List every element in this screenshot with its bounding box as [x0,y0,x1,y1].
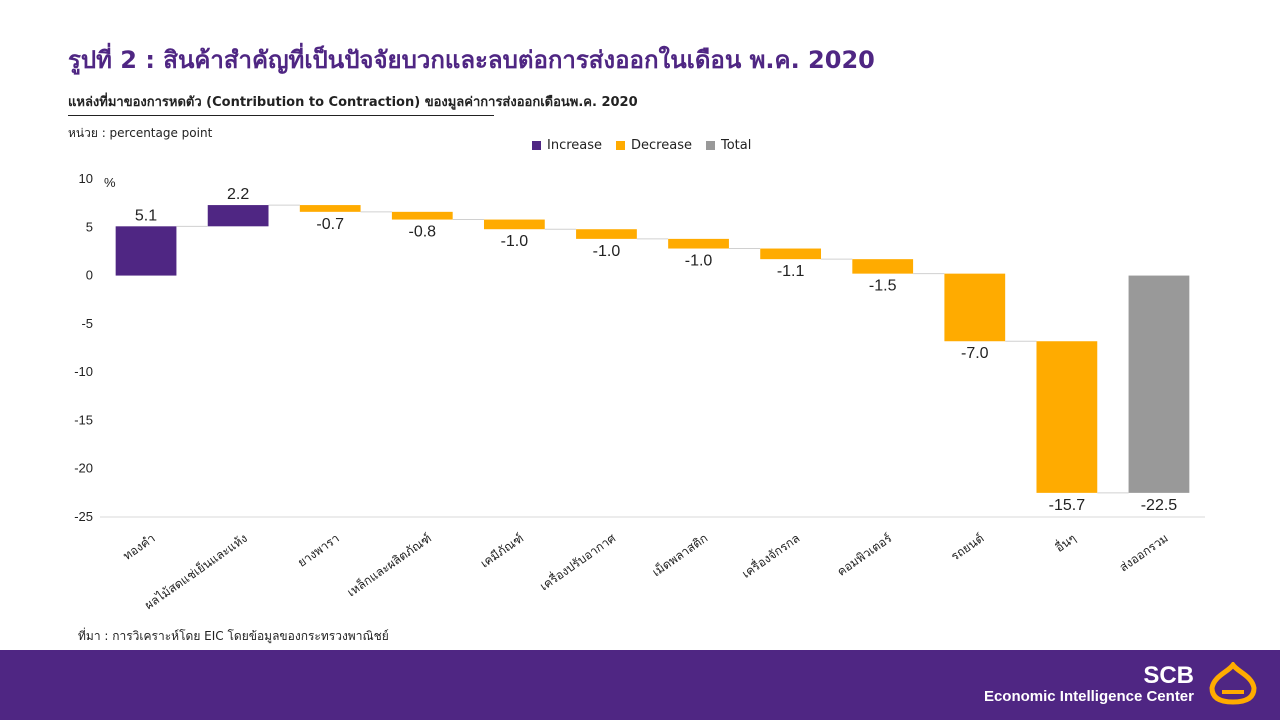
brand-name: SCB [1143,662,1194,689]
x-tick-label: รถยนต์ [948,531,986,564]
y-tick-label: 0 [86,268,93,283]
data-label: -1.1 [777,263,805,280]
data-label: -1.0 [685,253,713,270]
chart-title: รูปที่ 2 : สินค้าสำคัญที่เป็นปัจจัยบวกแล… [68,46,875,74]
y-tick-label: 5 [86,219,93,234]
y-tick-label: -5 [81,316,93,331]
data-label: -1.0 [501,233,529,250]
x-tick-label: ยางพารา [295,531,342,570]
bar-decrease [944,273,1006,342]
x-tick-label: ผลไม้สดแช่เย็นและแห้ง [142,530,250,612]
unit-label: หน่วย : percentage point [68,126,213,140]
data-label: -1.5 [869,278,897,295]
data-label: -22.5 [1141,497,1178,514]
bar-total [1128,275,1190,493]
legend-swatch-total [705,141,715,150]
x-tick-label: อื่นๆ [1052,529,1079,555]
bar-increase [207,205,269,227]
bar-decrease [576,229,637,239]
legend-label-decrease: Decrease [631,138,692,153]
footer-banner: SCB Economic Intelligence Center [0,650,1280,720]
data-label: -7.0 [961,345,989,362]
x-tick-label: เครื่องปรับอากาศ [536,529,618,593]
bar-decrease [668,238,729,249]
data-label: 5.1 [135,207,157,224]
waterfall-chart: 10 5 0 -5 -10 -15 -20 -25% 5.1 ทองคำ 2.2 ผลไม้สดแช่… [74,171,1205,612]
bar-decrease [483,219,545,230]
legend-item-decrease: Decrease [616,138,692,153]
y-tick-label: -10 [74,364,93,379]
chart-legend: Increase Decrease Total [532,138,751,153]
legend-item-increase: Increase [532,138,602,153]
legend-label-total: Total [720,138,752,153]
bar-decrease [299,205,361,212]
y-tick-label: -15 [74,412,93,427]
scb-logo-icon [1209,662,1257,705]
x-tick-label: คอมพิวเตอร์ [835,531,895,579]
legend-swatch-increase [532,141,541,150]
y-tick-label: -25 [74,509,93,524]
y-axis-label: % [104,175,116,190]
legend-swatch-decrease [616,141,626,150]
data-label: -1.0 [593,243,621,260]
legend-item-total: Total [705,138,752,153]
brand-subtitle: Economic Intelligence Center [983,688,1194,705]
data-label: -0.8 [409,224,437,241]
bar-decrease [852,259,914,274]
data-label: -15.7 [1049,497,1086,514]
chart-subtitle: แหล่งที่มาของการหดตัว (Contribution to C… [68,95,638,110]
x-tick-label: เม็ดพลาสติก [649,530,710,579]
data-label: 2.2 [227,186,249,203]
y-tick-label: -20 [74,461,93,476]
x-tick-label: เครื่องจักรกล [738,529,802,581]
legend-label-increase: Increase [547,138,603,153]
bar-decrease [391,211,453,220]
x-tick-label: เคมีภัณฑ์ [478,531,526,571]
bar-decrease [760,248,822,260]
data-label: -0.7 [316,216,344,233]
bar-decrease [1036,341,1098,493]
x-tick-label: ทองคำ [120,531,157,563]
y-tick-label: 10 [79,171,93,186]
x-tick-label: เหล็กและผลิตภัณฑ์ [344,530,434,599]
subtitle-underline [68,115,494,116]
x-tick-label: ส่งออกรวม [1117,531,1171,575]
source-note: ที่มา : การวิเคราะห์โดย EIC โดยข้อมูลของ… [78,629,389,643]
bar-increase [115,226,177,276]
